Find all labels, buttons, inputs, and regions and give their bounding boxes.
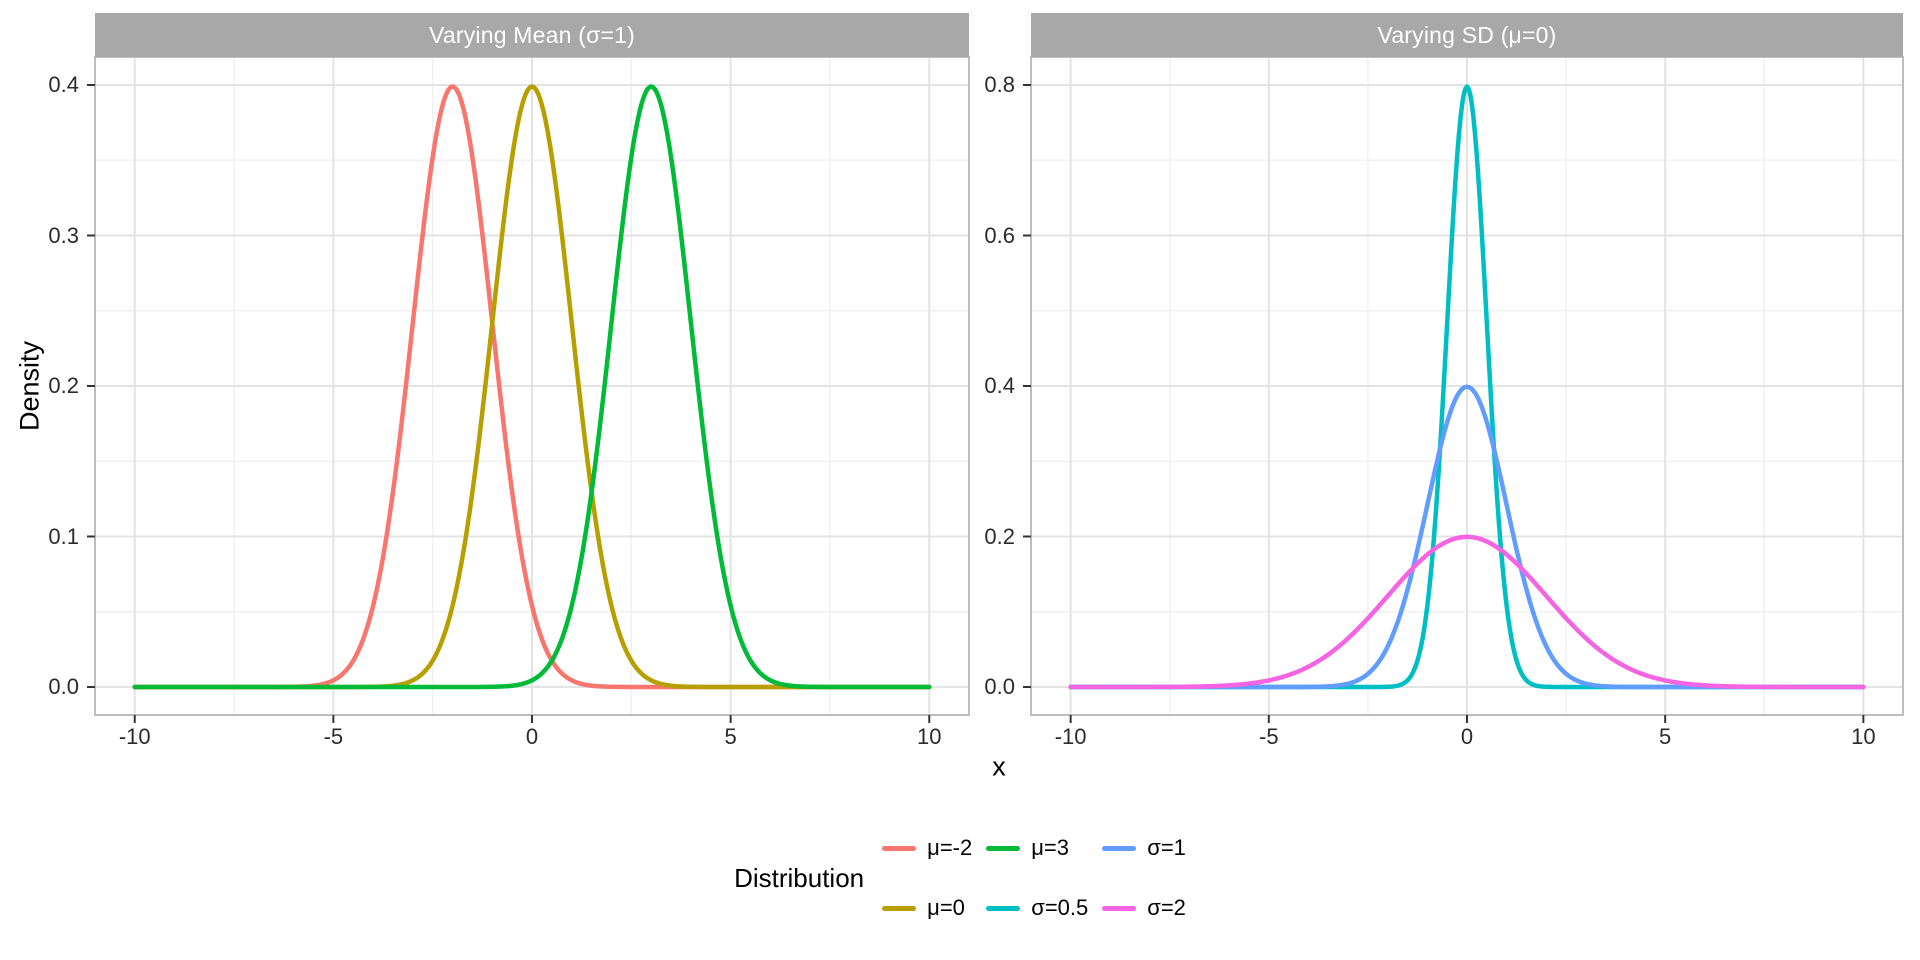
x-axis-title: x: [992, 751, 1006, 782]
y-tick-label: 0.2: [984, 523, 1015, 549]
legend: Distribution μ=-2 μ=0 μ=3 σ=0.5 σ=1 σ=2: [0, 835, 1920, 920]
x-tick-label: 0: [1460, 724, 1474, 749]
facet-strip-varying-sd: Varying SD (μ=0): [1031, 13, 1903, 57]
legend-item-sigma-1: σ=1: [1102, 835, 1186, 860]
legend-key-line: [986, 845, 1021, 851]
legend-items: μ=-2 μ=0 μ=3 σ=0.5 σ=1 σ=2: [882, 835, 1186, 920]
y-tick-label: 0.4: [48, 72, 79, 97]
legend-item-label: μ=0: [927, 895, 965, 920]
x-tick-label: 5: [724, 724, 737, 749]
legend-item-label: σ=0.5: [1031, 895, 1089, 920]
plot-panel-left: [87, 56, 970, 723]
y-tick-label: 0.1: [48, 523, 79, 549]
legend-item-label: σ=2: [1147, 895, 1186, 920]
legend-key-line: [1102, 905, 1137, 911]
plot-canvas: [87, 56, 1904, 723]
legend-item-sigma-0p5: σ=0.5: [986, 895, 1089, 920]
y-tick-label: 0.3: [48, 222, 79, 248]
x-tick-label: -5: [323, 724, 344, 749]
legend-key-line: [1102, 845, 1137, 851]
legend-key-line: [882, 845, 917, 851]
legend-title: Distribution: [734, 862, 865, 893]
x-tick-label: -10: [118, 724, 151, 749]
curve-sigma-2: [1068, 534, 1866, 690]
legend-item-mu-3: μ=3: [986, 835, 1088, 860]
legend-key-line: [986, 905, 1021, 911]
y-tick-label: 0.0: [48, 674, 79, 699]
x-tick-label: -5: [1259, 724, 1279, 749]
y-tick-label: 0.6: [984, 222, 1015, 248]
y-tick-label: 0.2: [48, 373, 79, 398]
x-tick-label: 5: [1659, 724, 1672, 749]
plot-panel-right: [1023, 56, 1904, 723]
facet-strip-varying-mean: Varying Mean (σ=1): [95, 13, 969, 57]
legend-item-sigma-2: σ=2: [1102, 895, 1186, 920]
legend-key-line: [882, 905, 917, 911]
curve-mu-3: [132, 84, 932, 690]
legend-item-label: σ=1: [1147, 835, 1186, 860]
y-tick-label: 0.0: [984, 674, 1015, 699]
x-tick-label: 0: [525, 724, 539, 749]
x-tick-label: 10: [917, 724, 942, 749]
y-tick-label: 0.8: [984, 72, 1015, 97]
legend-item-mu-2: μ=-2: [882, 835, 973, 860]
legend-item-label: μ=3: [1031, 835, 1069, 860]
y-tick-label: 0.4: [984, 373, 1015, 398]
legend-item-mu-0: μ=0: [882, 895, 972, 920]
legend-item-label: μ=-2: [927, 835, 973, 860]
x-tick-label: -10: [1054, 724, 1087, 749]
x-tick-label: 10: [1851, 724, 1876, 749]
